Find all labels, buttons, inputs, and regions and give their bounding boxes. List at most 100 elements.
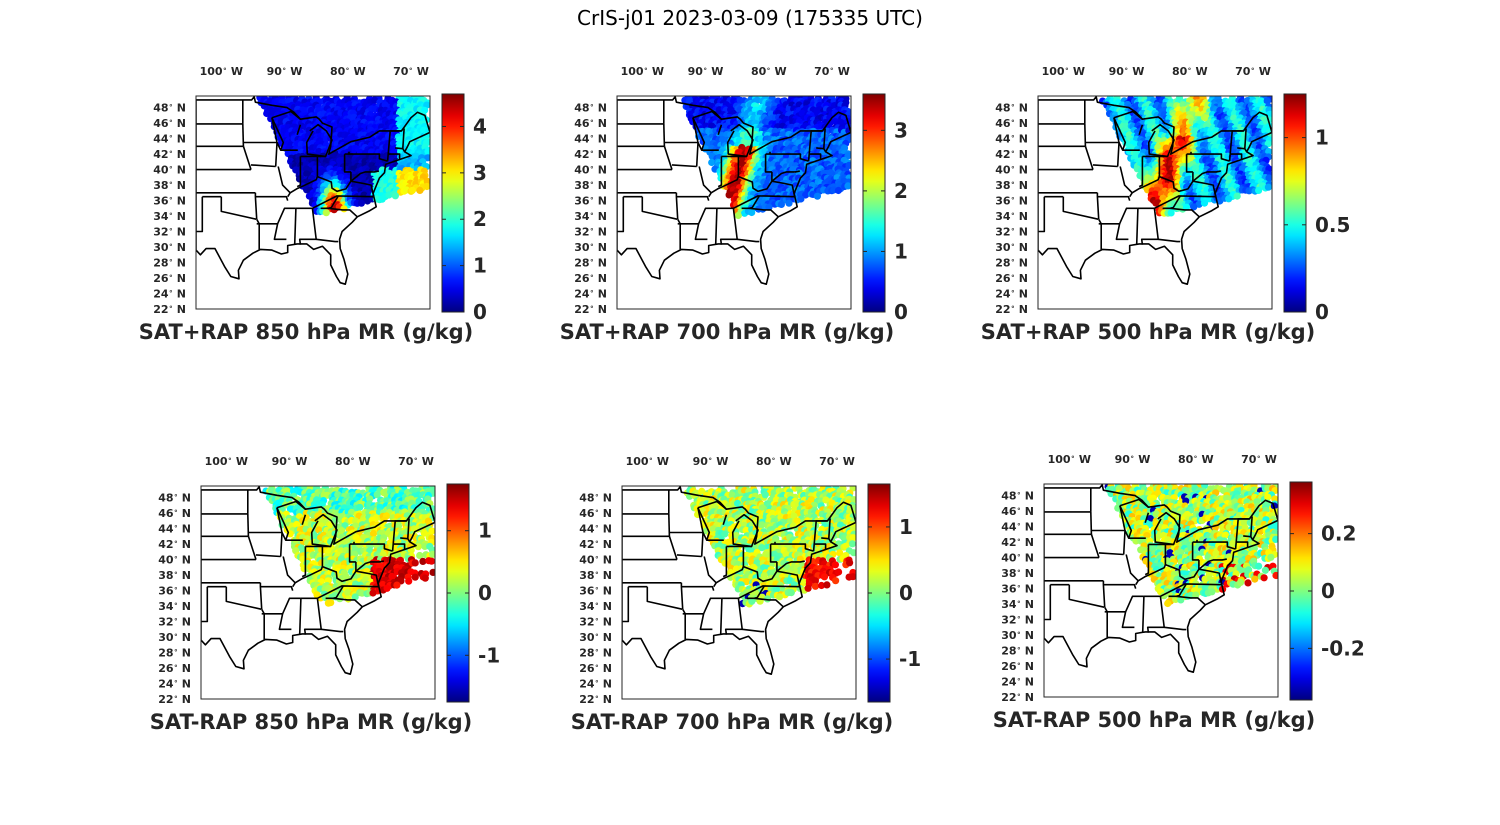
lat-tick-label: 32∘ N [158,616,191,629]
colorbar-tick-label: 0 [899,581,913,605]
lat-tick-label: 24∘ N [158,678,191,691]
map-frame [621,485,857,700]
lon-tick-label: 90∘ W [1115,453,1151,466]
panel-sat-minus-rap-850: 100∘ W 90∘ W 80∘ W 70∘ W 48∘ N 46∘ N 44∘ N 42∘ … [125,448,500,748]
state-boundaries [622,486,856,675]
lat-tick-label: 34∘ N [579,600,612,613]
lat-tick-label: 36∘ N [995,195,1028,208]
retrieval-points [262,486,435,607]
lat-tick-label: 32∘ N [153,226,186,239]
lon-tick-label: 70∘ W [393,65,429,78]
lat-tick-label: 38∘ N [1001,567,1034,580]
state-boundaries [617,96,851,285]
lon-tick-label: 100∘ W [200,65,243,78]
lat-tick-label: 40∘ N [158,554,191,567]
map-plot: 100∘ W 90∘ W 80∘ W 70∘ W 48∘ N 46∘ N 44∘ N 42∘ … [579,455,921,706]
lat-tick-label: 22∘ N [1001,691,1034,704]
lon-tick-label: 100∘ W [621,65,664,78]
colorbar-tick-label: 2 [473,207,487,231]
lat-tick-label: 24∘ N [574,288,607,301]
colorbar-tick-label: 0 [1315,300,1329,324]
lat-tick-label: 48∘ N [1001,490,1034,503]
lat-tick-label: 32∘ N [579,616,612,629]
lat-tick-label: 44∘ N [574,133,607,146]
lat-tick-label: 34∘ N [995,210,1028,223]
lat-tick-label: 46∘ N [153,117,186,130]
lon-tick-label: 80∘ W [1178,453,1214,466]
lat-tick-label: 46∘ N [995,117,1028,130]
lat-tick-label: 22∘ N [158,693,191,706]
lat-tick-label: 26∘ N [995,272,1028,285]
colorbar-tick-label: 0 [473,300,487,324]
lat-tick-label: 38∘ N [995,179,1028,192]
colorbar-tick-label: 1 [1315,126,1329,150]
panel-sat-minus-rap-500: 100∘ W 90∘ W 80∘ W 70∘ W 48∘ N 46∘ N 44∘ N 42∘ … [968,446,1365,746]
lat-tick-label: 24∘ N [1001,676,1034,689]
retrieval-points [681,96,851,220]
state-boundaries [1044,484,1278,673]
lon-tick-label: 80∘ W [330,65,366,78]
map-plot: 100∘ W 90∘ W 80∘ W 70∘ W 48∘ N 46∘ N 44∘ N 42∘ … [574,65,908,324]
panel-title: SAT-RAP 700 hPa MR (g/kg) [570,710,894,734]
lat-tick-label: 46∘ N [1001,505,1034,518]
lat-tick-label: 28∘ N [579,647,612,660]
lat-tick-label: 46∘ N [158,507,191,520]
map-plot: 100∘ W 90∘ W 80∘ W 70∘ W 48∘ N 46∘ N 44∘ N 42∘ … [1001,453,1364,704]
lat-tick-label: 46∘ N [579,507,612,520]
lon-tick-label: 80∘ W [751,65,787,78]
state-boundaries [201,486,435,675]
lon-tick-label: 70∘ W [398,455,434,468]
colorbar-tick-label: 0 [1321,579,1335,603]
lon-tick-label: 80∘ W [756,455,792,468]
lat-tick-label: 40∘ N [1001,552,1034,565]
lat-tick-label: 38∘ N [579,569,612,582]
lon-tick-label: 80∘ W [1172,65,1208,78]
lat-tick-label: 32∘ N [574,226,607,239]
lon-tick-label: 100∘ W [626,455,669,468]
lat-tick-label: 26∘ N [158,662,191,675]
colorbar-tick-label: 4 [473,115,487,139]
lat-tick-label: 44∘ N [153,133,186,146]
colorbar-tick-label: 0 [894,300,908,324]
colorbar-tick-label: 3 [894,118,908,142]
lat-tick-label: 42∘ N [995,148,1028,161]
lat-tick-label: 42∘ N [574,148,607,161]
panel-sat-minus-rap-700: 100∘ W 90∘ W 80∘ W 70∘ W 48∘ N 46∘ N 44∘ N 42∘ … [546,448,921,748]
lat-tick-label: 44∘ N [158,523,191,536]
panel-sat-plus-rap-500: 100∘ W 90∘ W 80∘ W 70∘ W 48∘ N 46∘ N 44∘ N 42∘ … [962,58,1351,358]
lat-tick-label: 34∘ N [153,210,186,223]
lat-tick-label: 24∘ N [995,288,1028,301]
map-plot: 100∘ W 90∘ W 80∘ W 70∘ W 48∘ N 46∘ N 44∘ N 42∘ … [158,455,500,706]
lon-tick-label: 90∘ W [693,455,729,468]
colorbar [441,93,465,313]
lat-tick-label: 48∘ N [579,492,612,505]
lat-tick-label: 22∘ N [995,303,1028,316]
lon-tick-label: 100∘ W [205,455,248,468]
lat-tick-label: 42∘ N [579,538,612,551]
state-boundaries [1038,96,1272,285]
lat-tick-label: 48∘ N [574,102,607,115]
lon-tick-label: 80∘ W [335,455,371,468]
lat-tick-label: 36∘ N [1001,583,1034,596]
lat-tick-label: 48∘ N [158,492,191,505]
panel-title: SAT+RAP 500 hPa MR (g/kg) [980,320,1316,344]
lat-tick-label: 30∘ N [153,241,186,254]
colorbar-tick-label: 1 [478,519,492,543]
lat-tick-label: 48∘ N [153,102,186,115]
lat-tick-label: 40∘ N [579,554,612,567]
colorbar-tick-label: -0.2 [1321,636,1365,660]
lat-tick-label: 40∘ N [995,164,1028,177]
lat-tick-label: 26∘ N [579,662,612,675]
map-plot: 100∘ W 90∘ W 80∘ W 70∘ W 48∘ N 46∘ N 44∘ N 42∘ … [995,65,1350,324]
lon-tick-label: 70∘ W [814,65,850,78]
lat-tick-label: 28∘ N [574,257,607,270]
lat-tick-label: 42∘ N [153,148,186,161]
lat-tick-label: 28∘ N [158,647,191,660]
lat-tick-label: 38∘ N [153,179,186,192]
colorbar [862,93,886,313]
lat-tick-label: 34∘ N [158,600,191,613]
lat-tick-label: 30∘ N [158,631,191,644]
colorbar-tick-label: 0 [478,581,492,605]
lat-tick-label: 40∘ N [153,164,186,177]
lat-tick-label: 34∘ N [1001,598,1034,611]
